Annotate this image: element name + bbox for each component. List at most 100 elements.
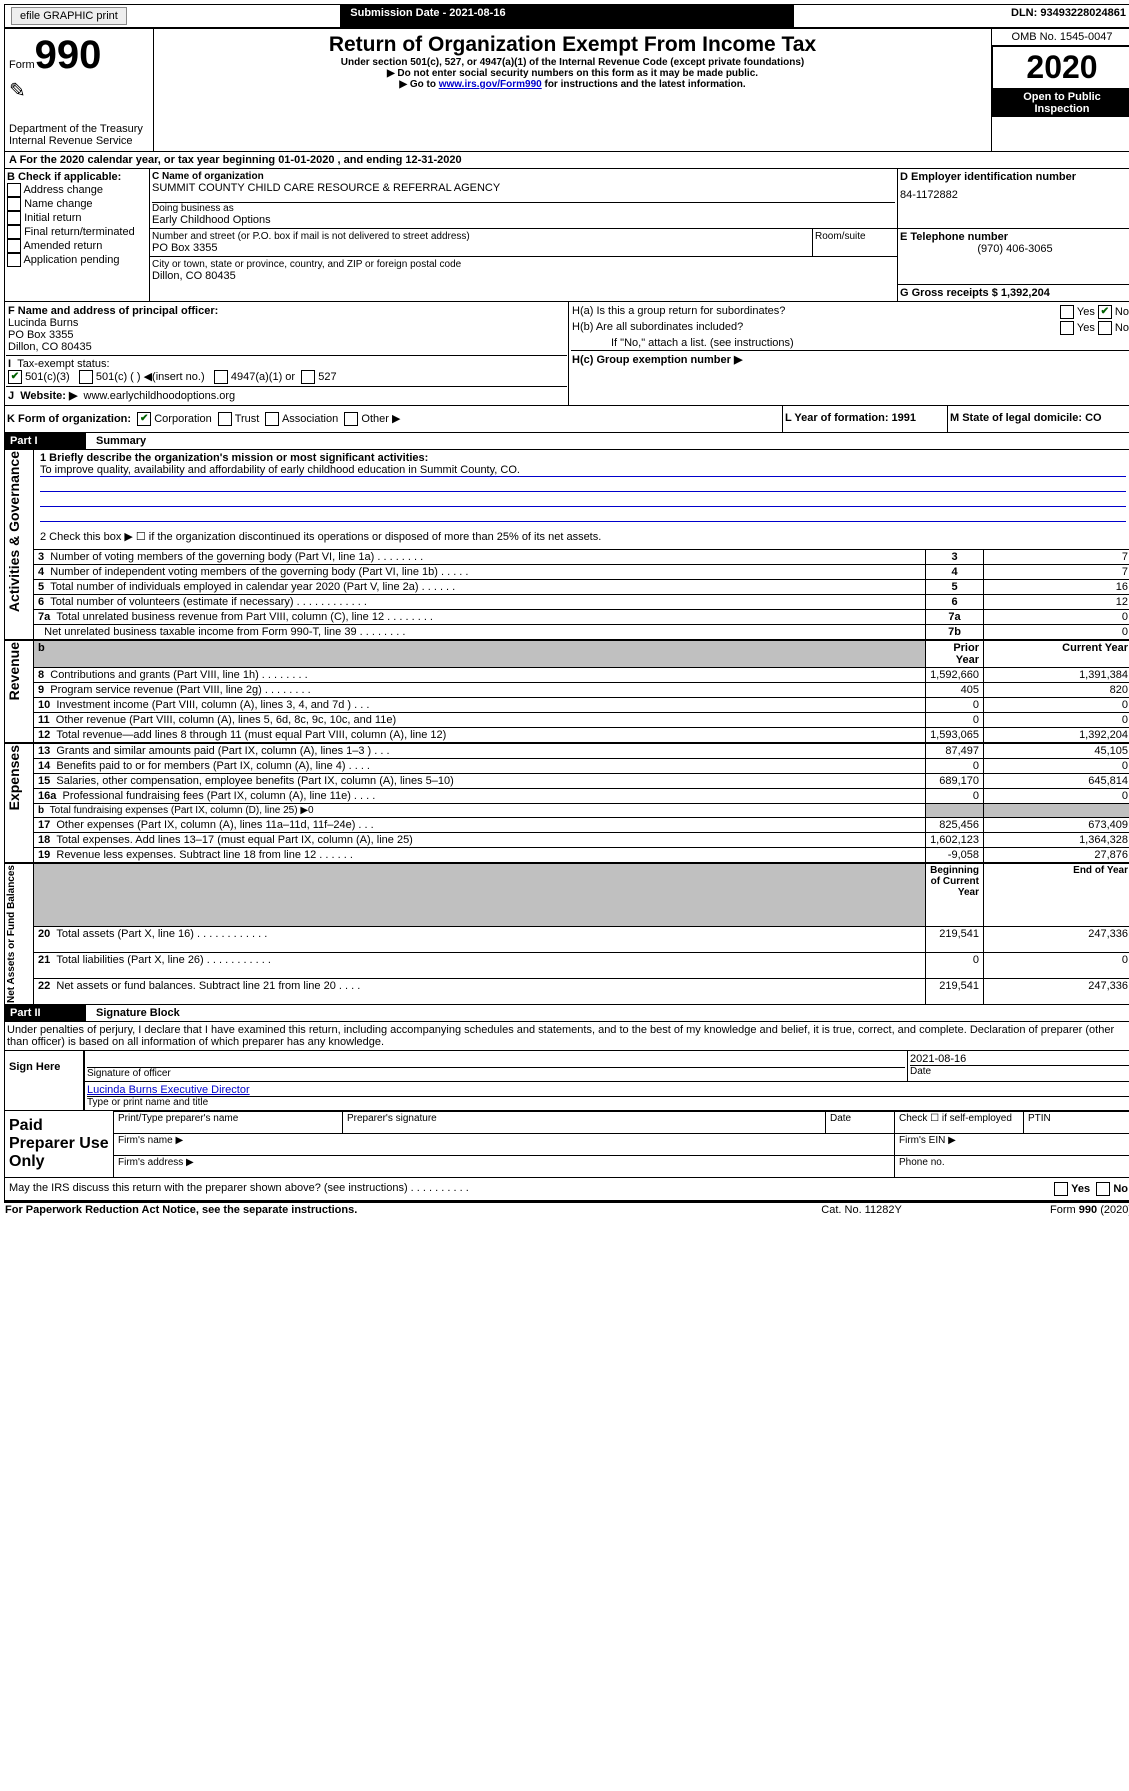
vert-expenses: Expenses bbox=[6, 745, 22, 810]
check-amended[interactable] bbox=[7, 239, 21, 253]
part1-head: Part I bbox=[4, 433, 86, 449]
net-row: 21 Total liabilities (Part X, line 26) .… bbox=[5, 952, 1129, 978]
sign-here: Sign Here bbox=[5, 1051, 85, 1111]
gov-row: 7a Total unrelated business revenue from… bbox=[5, 609, 1129, 624]
website: www.earlychildhoodoptions.org bbox=[84, 390, 236, 402]
current-year-header: Current Year bbox=[984, 640, 1129, 668]
sig-date: 2021-08-16 bbox=[910, 1053, 1129, 1065]
type-name-label: Type or print name and title bbox=[87, 1096, 1129, 1108]
room-label: Room/suite bbox=[813, 229, 898, 257]
efile-print-button[interactable]: efile GRAPHIC print bbox=[11, 7, 127, 25]
discuss-yes[interactable] bbox=[1054, 1182, 1068, 1196]
net-row: 20 Total assets (Part X, line 16) . . . … bbox=[5, 926, 1129, 952]
vert-netassets: Net Assets or Fund Balances bbox=[6, 865, 17, 1003]
gov-row: 6 Total number of volunteers (estimate i… bbox=[5, 594, 1129, 609]
officer-addr1: PO Box 3355 bbox=[8, 329, 73, 341]
city: Dillon, CO 80435 bbox=[152, 270, 895, 282]
footer-form: 990 bbox=[1079, 1204, 1097, 1216]
prep-sig-label: Preparer's signature bbox=[343, 1111, 826, 1133]
ha-no[interactable] bbox=[1098, 305, 1112, 319]
check-501c3[interactable] bbox=[8, 370, 22, 384]
ha-label: H(a) Is this a group return for subordin… bbox=[571, 304, 991, 320]
part1-title: Summary bbox=[86, 433, 156, 449]
l-year: L Year of formation: 1991 bbox=[783, 406, 948, 433]
check-self-label: Check ☐ if self-employed bbox=[895, 1111, 1024, 1133]
check-final-return[interactable] bbox=[7, 225, 21, 239]
m-state: M State of legal domicile: CO bbox=[948, 406, 1129, 433]
net-row: 22 Net assets or fund balances. Subtract… bbox=[5, 978, 1129, 1004]
check-app-pending[interactable] bbox=[7, 253, 21, 267]
street: PO Box 3355 bbox=[152, 242, 810, 254]
part2-head: Part II bbox=[4, 1005, 86, 1021]
hb-no[interactable] bbox=[1098, 321, 1112, 335]
eoy-header: End of Year bbox=[984, 863, 1129, 926]
check-address-change[interactable] bbox=[7, 183, 21, 197]
form-subtitle: Under section 501(c), 527, or 4947(a)(1)… bbox=[158, 57, 987, 68]
dba-name: Early Childhood Options bbox=[152, 214, 895, 226]
gov-row: 5 Total number of individuals employed i… bbox=[5, 579, 1129, 594]
ha-yes[interactable] bbox=[1060, 305, 1074, 319]
vert-revenue: Revenue bbox=[6, 642, 22, 700]
submission-date: Submission Date - 2021-08-16 bbox=[350, 7, 505, 19]
dept-treasury: Department of the Treasury Internal Reve… bbox=[9, 123, 149, 147]
gov-row: 4 Number of independent voting members o… bbox=[5, 564, 1129, 579]
ein: 84-1172882 bbox=[900, 189, 1129, 201]
exp-row: 18 Total expenses. Add lines 13–17 (must… bbox=[5, 832, 1129, 847]
check-assoc[interactable] bbox=[265, 412, 279, 426]
rev-row: 9 Program service revenue (Part VIII, li… bbox=[5, 682, 1129, 697]
form-label: Form bbox=[9, 59, 35, 71]
prep-name-label: Print/Type preparer's name bbox=[114, 1111, 343, 1133]
d-label: D Employer identification number bbox=[900, 171, 1129, 183]
exp-row: 14 Benefits paid to or for members (Part… bbox=[5, 758, 1129, 773]
rev-row: 11 Other revenue (Part VIII, column (A),… bbox=[5, 712, 1129, 727]
check-4947[interactable] bbox=[214, 370, 228, 384]
sig-date-label: Date bbox=[910, 1065, 1129, 1077]
irs-link[interactable]: www.irs.gov/Form990 bbox=[439, 79, 542, 90]
firm-phone-label: Phone no. bbox=[895, 1156, 1129, 1178]
discuss-no[interactable] bbox=[1096, 1182, 1110, 1196]
phone: (970) 406-3065 bbox=[900, 243, 1129, 255]
ptin-label: PTIN bbox=[1024, 1111, 1129, 1133]
hc-label: H(c) Group exemption number ▶ bbox=[571, 350, 1129, 367]
check-name-change[interactable] bbox=[7, 197, 21, 211]
prior-year-header: Prior Year bbox=[926, 640, 984, 668]
tax-year: 2020 bbox=[992, 46, 1129, 89]
org-name: SUMMIT COUNTY CHILD CARE RESOURCE & REFE… bbox=[152, 182, 895, 194]
pra-notice: For Paperwork Reduction Act Notice, see … bbox=[4, 1202, 772, 1217]
omb-number: OMB No. 1545-0047 bbox=[992, 29, 1129, 46]
hb-yes[interactable] bbox=[1060, 321, 1074, 335]
line-a: A For the 2020 calendar year, or tax yea… bbox=[4, 152, 1129, 169]
cat-no: Cat. No. 11282Y bbox=[772, 1202, 951, 1217]
gov-row: 3 Number of voting members of the govern… bbox=[5, 549, 1129, 564]
officer-printed-name[interactable]: Lucinda Burns Executive Director bbox=[87, 1084, 250, 1096]
part2-title: Signature Block bbox=[86, 1005, 190, 1021]
check-initial-return[interactable] bbox=[7, 211, 21, 225]
check-other[interactable] bbox=[344, 412, 358, 426]
rev-row: 12 Total revenue—add lines 8 through 11 … bbox=[5, 727, 1129, 743]
discuss-text: May the IRS discuss this return with the… bbox=[9, 1182, 469, 1196]
street-label: Number and street (or P.O. box if mail i… bbox=[152, 231, 810, 242]
check-trust[interactable] bbox=[218, 412, 232, 426]
boy-header: Beginning of Current Year bbox=[926, 863, 984, 926]
dba-label: Doing business as bbox=[152, 202, 895, 214]
check-527[interactable] bbox=[301, 370, 315, 384]
topbar: efile GRAPHIC print Submission Date - 20… bbox=[4, 4, 1129, 28]
goto-suffix: for instructions and the latest informat… bbox=[542, 79, 746, 90]
q1-label: 1 Briefly describe the organization's mi… bbox=[40, 452, 1126, 464]
mission-text: To improve quality, availability and aff… bbox=[40, 464, 1126, 477]
check-501c[interactable] bbox=[79, 370, 93, 384]
form-title: Return of Organization Exempt From Incom… bbox=[158, 33, 987, 57]
check-corp[interactable] bbox=[137, 412, 151, 426]
firm-name-label: Firm's name ▶ bbox=[114, 1133, 895, 1155]
i-label: Tax-exempt status: bbox=[17, 358, 109, 370]
vert-governance: Activities & Governance bbox=[6, 451, 22, 612]
paid-preparer: Paid Preparer Use Only bbox=[5, 1111, 114, 1178]
exp-row: 16a Professional fundraising fees (Part … bbox=[5, 788, 1129, 803]
e-label: E Telephone number bbox=[900, 231, 1129, 243]
g-gross-receipts: G Gross receipts $ 1,392,204 bbox=[898, 284, 1129, 301]
exp-row: 17 Other expenses (Part IX, column (A), … bbox=[5, 817, 1129, 832]
open-inspection: Open to Public Inspection bbox=[992, 89, 1129, 117]
prep-date-label: Date bbox=[826, 1111, 895, 1133]
b-label: B Check if applicable: bbox=[7, 171, 147, 183]
j-label: Website: ▶ bbox=[20, 390, 77, 402]
